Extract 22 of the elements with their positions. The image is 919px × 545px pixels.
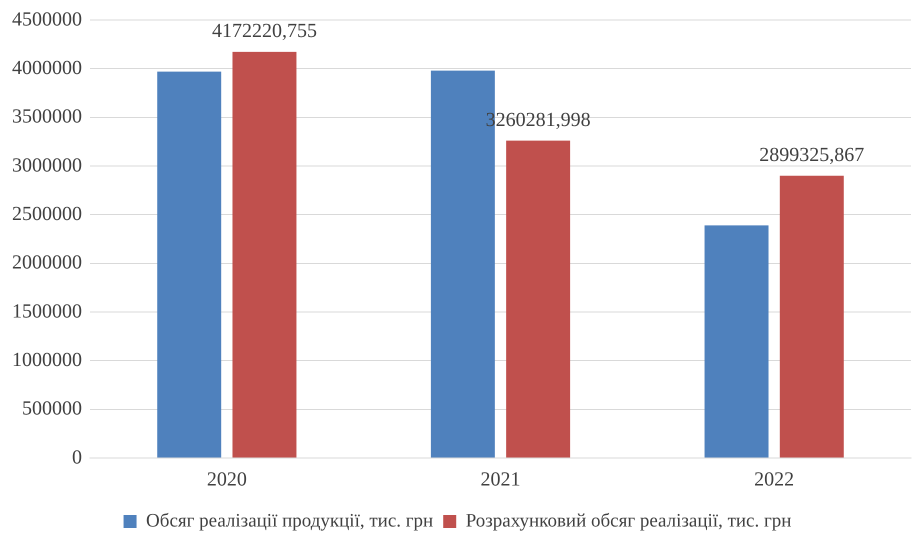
y-tick-label: 3000000 — [12, 154, 82, 176]
y-tick-label: 500000 — [22, 398, 82, 420]
y-tick-label: 3500000 — [12, 106, 82, 128]
bar — [157, 72, 222, 458]
bar — [232, 52, 296, 458]
y-tick-label: 1000000 — [12, 348, 82, 371]
bar — [704, 225, 769, 458]
legend-label: Розрахунковий обсяг реалізації, тис. грн — [466, 510, 792, 532]
bar — [780, 176, 844, 458]
y-tick-label: 1500000 — [12, 300, 82, 322]
x-tick-label: 2022 — [754, 468, 794, 490]
y-tick-label: 2000000 — [12, 252, 82, 274]
y-tick-label: 4000000 — [12, 56, 82, 79]
x-tick-label: 2021 — [480, 468, 520, 490]
legend-label: Обсяг реалізації продукції, тис. грн — [146, 510, 434, 532]
bar — [506, 140, 570, 458]
y-tick-label: 4500000 — [12, 8, 82, 30]
y-tick-label: 2500000 — [12, 202, 82, 225]
data-label: 4172220,755 — [212, 20, 317, 42]
data-label: 2899325,867 — [759, 144, 864, 166]
x-tick-label: 2020 — [206, 468, 247, 490]
y-tick-label: 0 — [72, 446, 82, 468]
